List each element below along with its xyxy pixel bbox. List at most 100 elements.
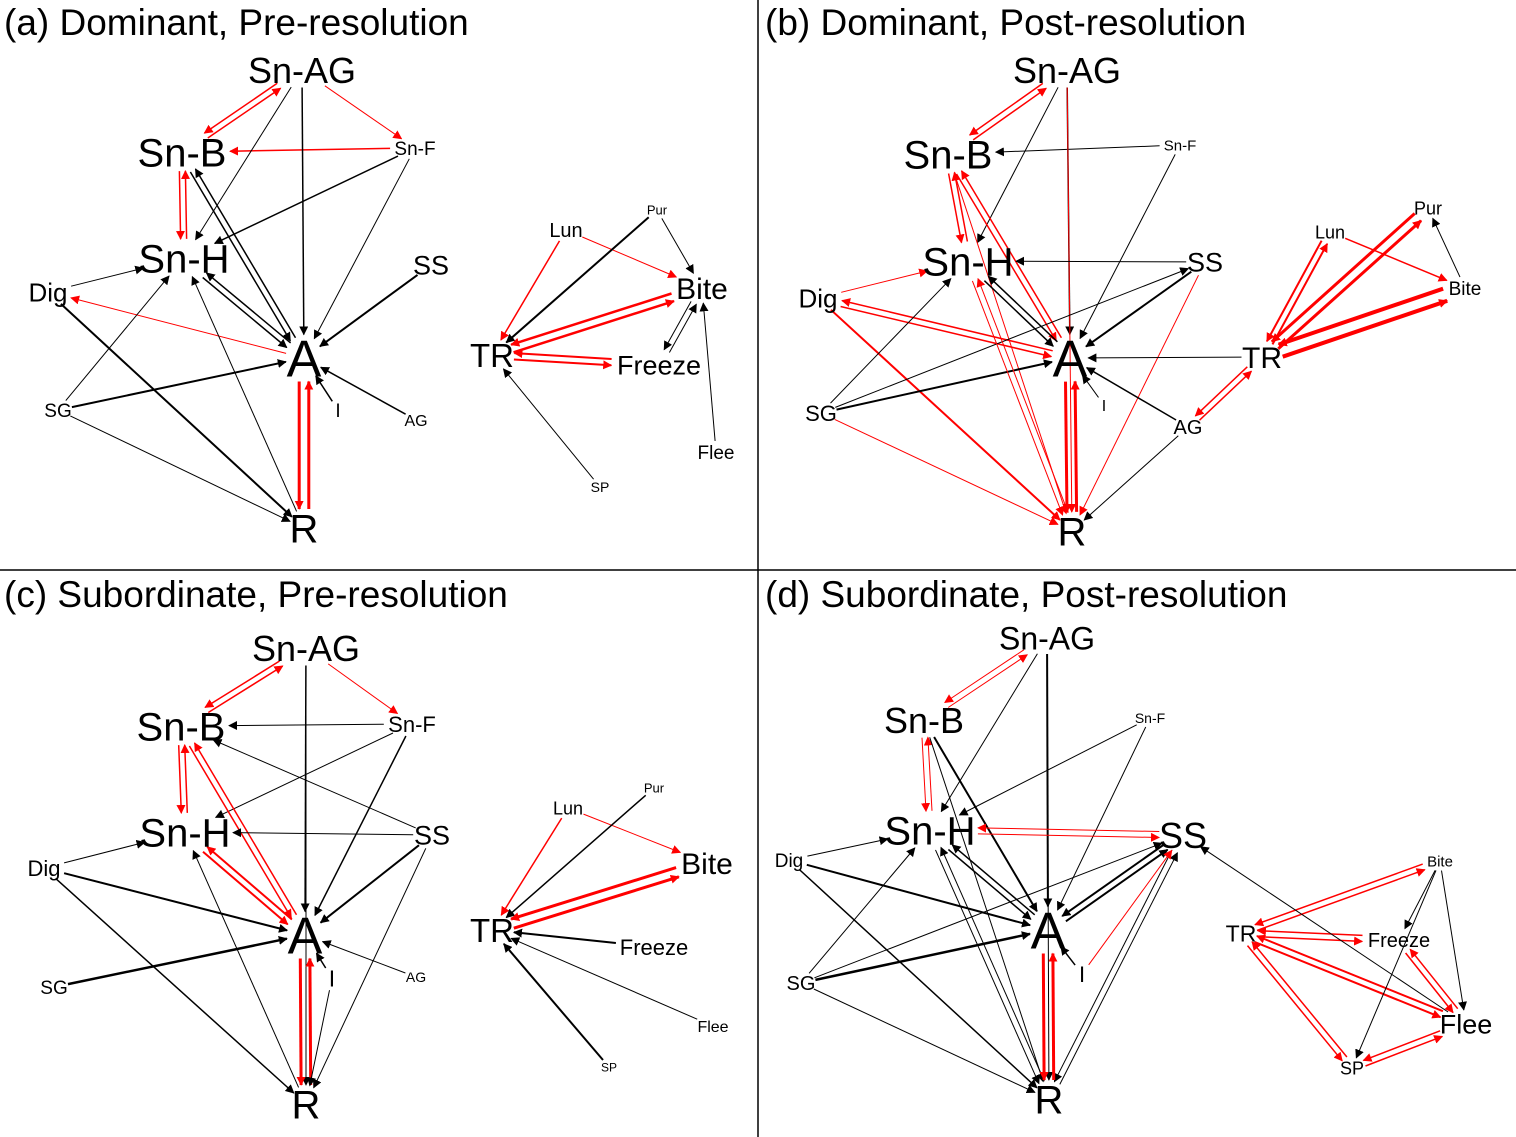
node-freeze-d: Freeze xyxy=(1368,930,1430,952)
edge-a-r-rev-d xyxy=(1048,952,1058,1081)
edge-bite-freeze-d xyxy=(1404,870,1436,930)
edge-bite-tr-rev-c xyxy=(513,874,680,930)
node-snh-d: Sn-H xyxy=(884,809,975,853)
node-sp-c: SP xyxy=(601,1060,617,1074)
edge-dig-r-b xyxy=(830,309,1061,521)
edge-ss-a-c xyxy=(319,844,420,924)
edge-ag-tr-rev-b xyxy=(1194,366,1248,417)
edge-snb-snh-fwd-c xyxy=(176,745,186,814)
edge-a-snh-fwd-b xyxy=(987,275,1058,343)
edge-bite-tr-fwd-a xyxy=(510,292,672,347)
edges-a xyxy=(60,82,716,522)
edge-snb-snag-fwd-c xyxy=(207,665,284,714)
edge-snag-r-b xyxy=(1066,87,1077,513)
node-flee-a: Flee xyxy=(698,443,735,464)
edge-a-snh-fwd-d xyxy=(951,844,1036,916)
edge-sg-snh-b xyxy=(830,278,952,404)
edge-tr-sp-fwd-d xyxy=(1246,945,1343,1062)
node-dig-b: Dig xyxy=(798,283,837,313)
edge-snh-r-rev-b xyxy=(976,277,1069,513)
edge-i-a-a xyxy=(315,375,333,402)
edge-a-r-rev-b xyxy=(1070,380,1080,512)
node-bite-d: Bite xyxy=(1427,853,1453,870)
node-sp-d: SP xyxy=(1340,1058,1364,1078)
edge-sg-r-b xyxy=(834,418,1059,526)
edge-snb-a-fwd-a xyxy=(189,171,291,342)
node-a-a: A xyxy=(287,331,322,389)
edge-i-a-c xyxy=(315,952,327,969)
node-i-c: I xyxy=(329,965,335,991)
node-tr-c: TR xyxy=(470,912,514,949)
edge-ag-tr-fwd-b xyxy=(1198,370,1253,421)
nodes-a: Sn-AG Sn-B Sn-F Sn-H Dig SS AI SG AG R Lun Pur Bite T… xyxy=(28,50,734,551)
edge-lun-tr-a xyxy=(500,240,561,341)
edge-snag-snh-a xyxy=(195,86,292,241)
edge-ss-r-fwd-d xyxy=(1053,849,1173,1083)
edge-ag-a-c xyxy=(321,940,406,974)
edge-snb-a-fwd-b xyxy=(955,173,1057,342)
nodes-c: Sn-AG Sn-B Sn-F Sn-H Dig SS AI SG AG R Lun Pur Bite T… xyxy=(27,628,732,1127)
edge-snb-a-rev-b xyxy=(960,170,1063,339)
edge-tr-freeze-fwd-a xyxy=(513,358,613,370)
edge-lun-bite-a xyxy=(582,236,678,278)
edge-snf-a-c xyxy=(314,735,407,917)
edge-snb-snag-rev-c xyxy=(204,660,280,709)
edge-flee-bite-a xyxy=(699,302,716,441)
edge-freeze-flee-fwd-d xyxy=(1405,952,1454,1014)
edge-bite-tr-rev-d xyxy=(1256,868,1426,932)
edge-freeze-flee-rev-d xyxy=(1409,948,1459,1010)
node-snag-d: Sn-AG xyxy=(999,621,1095,657)
node-snb-d: Sn-B xyxy=(884,700,964,741)
edge-snh-r-fwd-d xyxy=(935,849,1040,1085)
nodes-d: Sn-AG Sn-B Sn-F Sn-H Dig SS AI SG R Bite TR Freeze F… xyxy=(775,621,1493,1123)
edge-snh-r-rev-d xyxy=(940,846,1045,1082)
edge-flee-sp-fwd-d xyxy=(1362,1030,1441,1062)
node-bite-c: Bite xyxy=(681,848,733,881)
edge-dig-r-c xyxy=(55,877,295,1094)
edge-bite-pur-b xyxy=(1432,217,1461,278)
panel-title-b: (b) Dominant, Post-resolution xyxy=(765,2,1246,43)
edge-snb-snh-fwd-d xyxy=(921,737,931,813)
edge-r-snh-a xyxy=(191,275,298,512)
node-r-b: R xyxy=(1058,510,1087,554)
edge-ag-r-b xyxy=(1083,435,1179,521)
node-i-b: I xyxy=(1102,398,1106,415)
panel-title-d: (d) Subordinate, Post-resolution xyxy=(765,574,1287,615)
node-freeze-a: Freeze xyxy=(617,351,701,381)
edge-a-dig-fwd-b xyxy=(841,298,1053,352)
panel-c: (c) Subordinate, Pre-resolution Sn-AGSn-… xyxy=(4,574,733,1127)
edge-freeze-bite-fwd-a xyxy=(668,303,697,353)
edge-a-r-fwd-d xyxy=(1039,953,1049,1081)
node-sg-d: SG xyxy=(787,973,816,995)
node-snf-b: Sn-F xyxy=(1164,137,1197,154)
node-snh-a: Sn-H xyxy=(138,237,229,281)
edge-lun-tr-c xyxy=(500,817,563,916)
edge-sg-a-b xyxy=(836,359,1053,411)
edge-dig-r-d xyxy=(798,868,1038,1089)
node-snf-c: Sn-F xyxy=(388,712,436,737)
node-snf-d: Sn-F xyxy=(1135,710,1165,726)
edge-dig-snh-d xyxy=(807,836,889,857)
edge-bite-tr-fwd-c xyxy=(510,866,677,921)
edge-bite-sp-d xyxy=(1355,870,1437,1059)
node-ss-c: SS xyxy=(414,821,450,851)
edge-ag-a-a xyxy=(320,366,406,415)
edge-snb-snh-rev-b xyxy=(951,171,969,242)
node-snb-b: Sn-B xyxy=(904,133,993,177)
node-lun-a: Lun xyxy=(549,220,582,242)
edge-snag-snf-c xyxy=(327,663,399,715)
edge-snb-snag-fwd-d xyxy=(947,654,1028,708)
edges-b xyxy=(830,82,1461,526)
edge-snb-a-rev-a xyxy=(194,168,297,339)
node-a-c: A xyxy=(288,908,323,966)
edge-snag-snf-a xyxy=(324,85,403,140)
edge-ss-r-c xyxy=(313,848,427,1089)
edge-pur-bite-a xyxy=(661,218,694,274)
node-tr-b: TR xyxy=(1242,342,1282,375)
edge-snf-snb-b xyxy=(994,145,1160,157)
edge-tr-flee-fwd-d xyxy=(1254,940,1442,1019)
node-snag-a: Sn-AG xyxy=(248,50,356,91)
edge-lun-bite-b xyxy=(1344,237,1448,282)
node-snb-a: Sn-B xyxy=(138,131,227,175)
edge-a-r-fwd-b xyxy=(1062,381,1072,513)
